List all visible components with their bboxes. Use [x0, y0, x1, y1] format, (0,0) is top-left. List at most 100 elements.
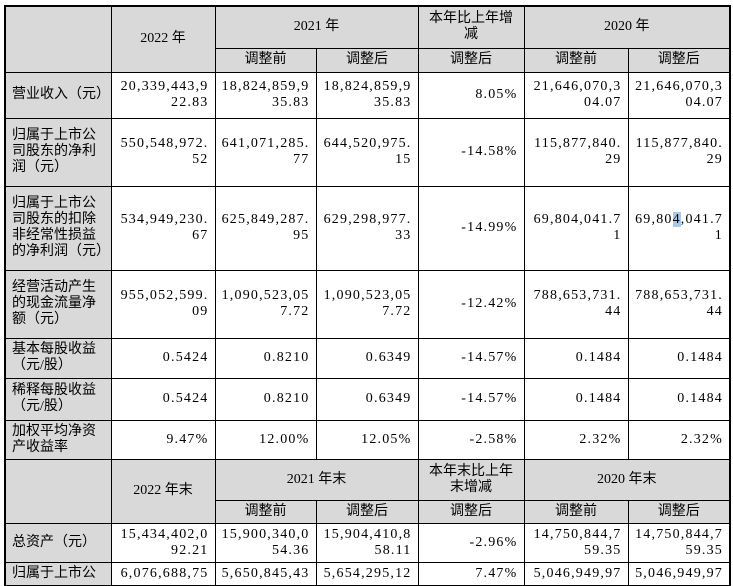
cell-value: 788,653,731.44 [523, 269, 629, 339]
subheader-adjust-after: 调整后 [627, 499, 731, 524]
selected-text: 4 [672, 212, 681, 227]
cell-value: 0.6349 [315, 377, 419, 421]
table-row-operating-cash-flow: 经营活动产生的现金流量净额（元） 955,052,599.09 1,090,52… [4, 269, 731, 339]
subheader-adjust-after: 调整后 [627, 47, 731, 73]
row-label: 归属于上市公司股东的扣除非经常性损益的净利润（元） [4, 185, 112, 271]
cell-value: 18,824,859,935.83 [214, 71, 317, 119]
table-row-total-assets: 总资产（元） 15,434,402,092.21 15,900,340,054.… [4, 522, 731, 563]
yearend-subheader-row: 调整前 调整后 调整后 调整前 调整后 [5, 499, 731, 524]
cell-value: -14.99% [417, 185, 525, 271]
cell-value: 12.05% [315, 419, 419, 460]
cell-value: 7.47% [417, 561, 525, 586]
cell-value: 5,650,845,43 [214, 561, 317, 586]
table-row-net-profit: 归属于上市公司股东的净利润（元） 550,548,972.52 641,071,… [4, 117, 731, 187]
row-label: 营业收入（元） [4, 71, 112, 119]
cell-value: 0.5424 [110, 337, 216, 379]
cell-value: 534,949,230.67 [110, 185, 216, 271]
cell-value: -12.42% [417, 269, 525, 339]
subheader-adjust-after: 调整后 [315, 47, 419, 73]
column-header-2020: 2020 年 [523, 5, 731, 49]
cell-value: 0.1484 [627, 377, 731, 421]
annual-header-row: 2022 年 2021 年 本年比上年增减 2020 年 [4, 5, 731, 73]
subheader-adjust-before: 调整前 [214, 47, 317, 73]
table-row-equity-truncated: 归属于上市公 6,076,688,75 5,650,845,43 5,654,2… [4, 561, 731, 586]
column-header-2022: 2022 年 [110, 5, 216, 73]
row-label: 总资产（元） [4, 522, 112, 563]
cell-value: 6,076,688,75 [110, 561, 216, 586]
cell-value: 20,339,443,922.83 [110, 71, 216, 119]
cell-value: 15,900,340,054.36 [214, 522, 317, 563]
subheader-adjust-before: 调整前 [523, 499, 629, 524]
cell-value: 1,090,523,057.72 [315, 269, 419, 339]
table-row-weighted-roe: 加权平均净资产收益率 9.47% 12.00% 12.05% -2.58% 2.… [4, 419, 731, 460]
cell-value: 0.5424 [110, 377, 216, 421]
cell-value: 0.8210 [214, 377, 317, 421]
cell-value: 15,904,410,858.11 [315, 522, 419, 563]
cell-value: 115,877,840.29 [523, 117, 629, 187]
cell-value: 5,654,295,12 [315, 561, 419, 586]
subheader-adjust-after: 调整后 [315, 499, 419, 524]
cell-value: 625,849,287.95 [214, 185, 317, 271]
cell-value: 629,298,977.33 [315, 185, 419, 271]
cell-value: 788,653,731.44 [627, 269, 731, 339]
cell-value: 14,750,844,759.35 [627, 522, 731, 563]
cell-value: 644,520,975.15 [315, 117, 419, 187]
table-row-revenue: 营业收入（元） 20,339,443,922.83 18,824,859,935… [4, 71, 731, 119]
cell-value: 18,824,859,935.83 [315, 71, 419, 119]
subheader-adjust-after: 调整后 [417, 47, 525, 73]
cell-value: 550,548,972.52 [110, 117, 216, 187]
cell-value: -14.57% [417, 377, 525, 421]
cell-value: -2.58% [417, 419, 525, 460]
table-row-diluted-eps: 稀释每股收益（元/股） 0.5424 0.8210 0.6349 -14.57%… [4, 377, 731, 421]
cell-value: 12.00% [214, 419, 317, 460]
cell-value: -14.57% [417, 337, 525, 379]
cell-value: 8.05% [417, 71, 525, 119]
cell-value-with-selection: 69,804,041.71 [627, 185, 731, 271]
column-header-2021: 2021 年 [214, 5, 419, 49]
corner-cell [4, 458, 112, 524]
column-header-yearend-change: 本年末比上年末增减 [417, 458, 525, 501]
cell-value: 15,434,402,092.21 [110, 522, 216, 563]
cell-value: 5,046,949,97 [523, 561, 629, 586]
column-header-2021-yearend: 2021 年末 [214, 458, 419, 501]
cell-value: 2.32% [627, 419, 731, 460]
yearend-header-row: 2022 年末 2021 年末 本年末比上年末增减 2020 年末 [4, 458, 731, 524]
table-row-basic-eps: 基本每股收益（元/股） 0.5424 0.8210 0.6349 -14.57%… [4, 337, 731, 379]
cell-value: 14,750,844,759.35 [523, 522, 629, 563]
table-row-net-profit-excl-nonrecurring: 归属于上市公司股东的扣除非经常性损益的净利润（元） 534,949,230.67… [4, 185, 731, 271]
cell-value: 9.47% [110, 419, 216, 460]
cell-value: 115,877,840.29 [627, 117, 731, 187]
key-financials-table: 2022 年 2021 年 本年比上年增减 2020 年 调整前 调整后 调整后… [4, 5, 731, 586]
annual-subheader-row: 调整前 调整后 调整后 调整前 调整后 [5, 47, 731, 73]
cell-value: 2.32% [523, 419, 629, 460]
cell-value: 5,046,949,97 [627, 561, 731, 586]
cell-value: 0.6349 [315, 337, 419, 379]
cell-value: 69,804,041.71 [523, 185, 629, 271]
cell-value: -14.58% [417, 117, 525, 187]
row-label: 经营活动产生的现金流量净额（元） [4, 269, 112, 339]
row-label: 归属于上市公 [4, 561, 112, 586]
subheader-adjust-before: 调整前 [214, 499, 317, 524]
corner-cell [4, 5, 112, 73]
column-header-change: 本年比上年增减 [417, 5, 525, 49]
cell-value: 0.8210 [214, 337, 317, 379]
row-label: 归属于上市公司股东的净利润（元） [4, 117, 112, 187]
value-text: ,041.71 [680, 212, 723, 243]
cell-value: 21,646,070,304.07 [523, 71, 629, 119]
cell-value: -2.96% [417, 522, 525, 563]
column-header-2020-yearend: 2020 年末 [523, 458, 731, 501]
row-label: 加权平均净资产收益率 [4, 419, 112, 460]
subheader-adjust-after: 调整后 [417, 499, 525, 524]
cell-value: 0.1484 [523, 337, 629, 379]
cell-value: 0.1484 [627, 337, 731, 379]
cell-value: 641,071,285.77 [214, 117, 317, 187]
cell-value: 955,052,599.09 [110, 269, 216, 339]
value-text: 69,80 [635, 212, 673, 227]
row-label: 稀释每股收益（元/股） [4, 377, 112, 421]
cell-value: 21,646,070,304.07 [627, 71, 731, 119]
cell-value: 1,090,523,057.72 [214, 269, 317, 339]
row-label: 基本每股收益（元/股） [4, 337, 112, 379]
subheader-adjust-before: 调整前 [523, 47, 629, 73]
cell-value: 0.1484 [523, 377, 629, 421]
